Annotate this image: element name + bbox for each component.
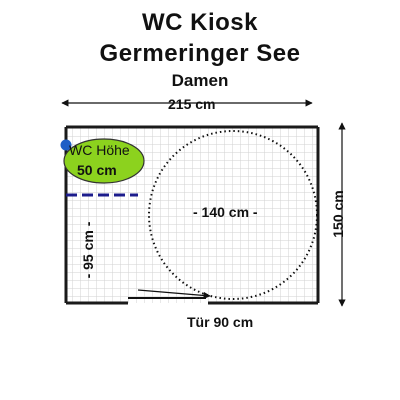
door-swing-arrow xyxy=(137,289,211,300)
toilet-height-label: WC Höhe xyxy=(69,142,130,158)
turning-circle xyxy=(148,130,318,300)
depth-label: 150 cm xyxy=(330,190,346,238)
door-width-label: Tür 90 cm xyxy=(187,314,254,330)
flush-button-marker xyxy=(60,139,72,151)
location-subtitle: Germeringer See xyxy=(99,40,301,67)
restroom-category: Damen xyxy=(171,71,229,90)
toilet-bowl xyxy=(63,138,145,184)
page-title: WC Kiosk xyxy=(141,9,258,36)
side-distance-label: - 95 cm - xyxy=(80,221,96,279)
width-label: 215 cm xyxy=(168,96,216,112)
toilet-height-value: 50 cm xyxy=(77,162,117,178)
turning-circle-label: - 140 cm - xyxy=(193,204,258,220)
